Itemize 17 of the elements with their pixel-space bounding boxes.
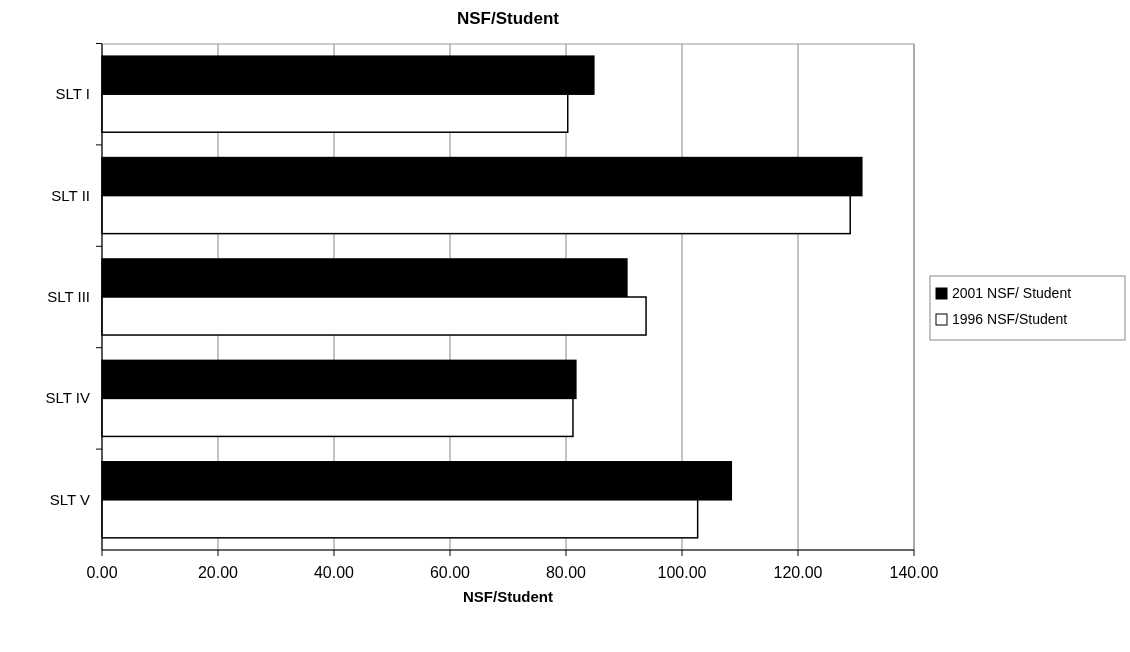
x-tick-label: 80.00: [545, 564, 587, 581]
x-tick-label: 100.00: [657, 564, 707, 581]
x-tick-label: 0.00: [86, 564, 118, 581]
x-tick-label: 60.00: [429, 564, 471, 581]
x-tick-label: 40.00: [313, 564, 355, 581]
chart-title: NSF/Student: [457, 9, 560, 28]
x-tick-label: 120.00: [773, 564, 823, 581]
y-tick-label: SLT III: [47, 288, 90, 305]
y-tick-label: SLT II: [51, 186, 90, 204]
y-tick-label: SLT I: [55, 85, 90, 103]
legend-label: 2001 NSF/ Student: [952, 285, 1072, 301]
y-tick-label: SLT IV: [45, 389, 90, 407]
y-tick-label: SLT V: [49, 490, 90, 508]
x-tick-label: 20.00: [197, 564, 239, 581]
x-tick-label: 140.00: [889, 564, 939, 581]
x-axis-title: NSF/Student: [463, 588, 553, 605]
legend-label: 1996 NSF/Student: [952, 311, 1068, 327]
